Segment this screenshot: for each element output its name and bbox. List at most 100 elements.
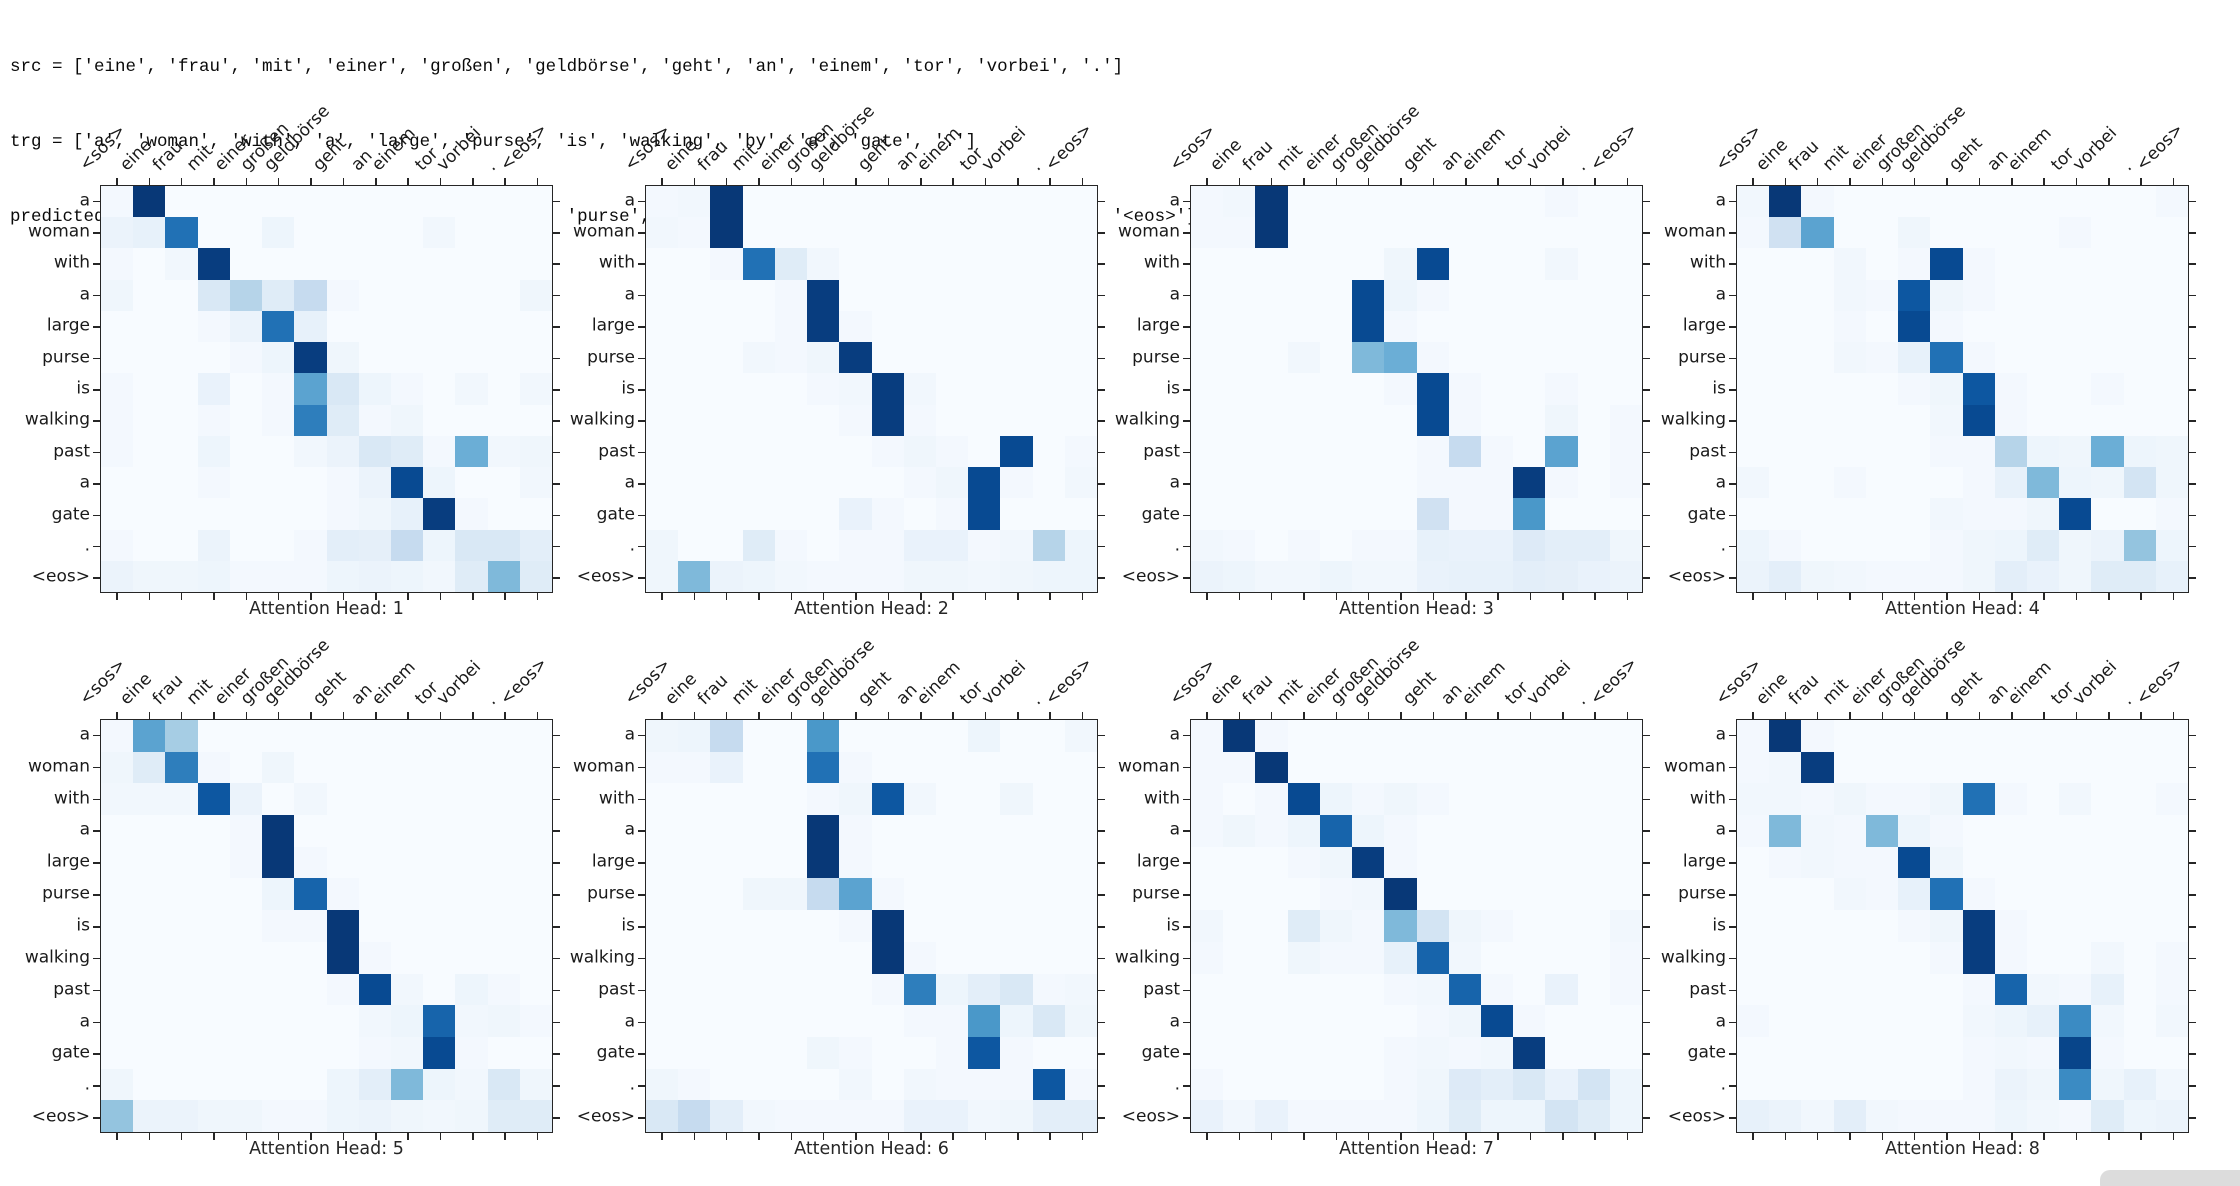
axis-tick <box>638 326 645 328</box>
heatmap-cell <box>133 1100 166 1132</box>
axis-tick <box>342 178 345 185</box>
x-tick-label: geht <box>1398 133 1441 175</box>
heatmap-cell <box>1032 910 1065 942</box>
heatmap-cell <box>455 310 488 343</box>
heatmap-cell <box>903 404 936 436</box>
heatmap-cell <box>1801 560 1834 592</box>
heatmap-cell <box>423 342 456 374</box>
heatmap-cell <box>2026 186 2060 218</box>
heatmap-cell <box>1609 941 1642 974</box>
heatmap-cell <box>1191 910 1224 942</box>
heatmap-cell <box>1223 720 1256 752</box>
heatmap-cell <box>1545 560 1578 592</box>
heatmap-cell <box>1898 720 1931 752</box>
axis-tick <box>116 593 118 600</box>
heatmap-cell <box>2155 498 2188 530</box>
heatmap-cell <box>101 720 134 752</box>
axis-tick <box>638 577 645 579</box>
heatmap-cell <box>1930 404 1963 436</box>
heatmap-cell <box>133 404 166 436</box>
scrollbar-thumb[interactable] <box>2100 1170 2240 1186</box>
heatmap-cell <box>742 973 775 1006</box>
heatmap-grid <box>1737 186 2188 592</box>
y-tick-label: with <box>598 788 635 809</box>
heatmap-cell <box>1801 310 1834 343</box>
heatmap-cell <box>935 720 969 752</box>
heatmap-cell <box>2059 279 2092 311</box>
axis-tick <box>638 294 645 297</box>
heatmap-cell <box>1223 373 1256 405</box>
axis-tick <box>1729 389 1736 391</box>
heatmap-cell <box>1032 467 1065 499</box>
heatmap-cell <box>678 342 711 374</box>
heatmap-cell <box>262 783 295 816</box>
heatmap-cell <box>1962 878 1995 911</box>
heatmap-cell <box>1448 846 1481 879</box>
x-tick-label: geht <box>308 667 351 709</box>
heatmap-cell <box>101 498 134 530</box>
heatmap-cell <box>1609 279 1642 311</box>
heatmap-cell <box>1737 910 1770 942</box>
heatmap-cell <box>646 941 679 974</box>
heatmap-cell <box>1064 560 1097 592</box>
heatmap-cell <box>262 217 295 249</box>
heatmap-cell <box>646 910 679 942</box>
heatmap-cell <box>1994 783 2027 816</box>
heatmap-cell <box>326 1100 359 1132</box>
heatmap-cell <box>1352 248 1385 280</box>
heatmap-cell <box>1865 279 1899 311</box>
heatmap-cell <box>358 342 391 374</box>
heatmap-cell <box>968 751 1001 784</box>
trg-tokens-line: trg = ['a', 'woman', 'with', 'a', 'large… <box>10 132 977 152</box>
axis-tick <box>725 712 728 719</box>
heatmap-cell <box>1513 435 1546 468</box>
axis-tick <box>1049 178 1051 185</box>
heatmap-cell <box>101 910 134 942</box>
heatmap-cell <box>1801 751 1834 784</box>
axis-tick <box>725 593 728 600</box>
axis-tick <box>553 420 560 422</box>
heatmap-cell <box>1577 815 1610 847</box>
axis-tick <box>245 712 248 719</box>
heatmap-cell <box>903 1100 936 1132</box>
heatmap-cell <box>455 560 488 592</box>
heatmap-cell <box>326 404 359 436</box>
heatmap-cell <box>1191 1036 1224 1069</box>
axis-tick <box>1367 178 1370 185</box>
axis-tick <box>638 357 645 360</box>
heatmap-cell <box>1448 310 1481 343</box>
heatmap-cell <box>519 910 552 942</box>
heatmap-cell <box>839 404 872 436</box>
axis-tick <box>2011 178 2013 185</box>
heatmap-cell <box>2155 783 2188 816</box>
axis-tick <box>1081 178 1084 185</box>
heatmap-cell <box>1737 815 1770 847</box>
axis-tick <box>1729 1053 1736 1055</box>
heatmap-cell <box>294 529 327 561</box>
heatmap-cell <box>2091 560 2124 592</box>
axis-tick <box>245 1133 248 1140</box>
heatmap-cell <box>229 973 263 1006</box>
heatmap-cell <box>1898 279 1931 311</box>
heatmap-cell <box>1032 217 1065 249</box>
heatmap-cell <box>2155 941 2188 974</box>
heatmap-cell <box>2026 467 2060 499</box>
heatmap-cell <box>1513 404 1546 436</box>
heatmap-cell <box>2091 404 2124 436</box>
axis-tick <box>213 178 215 185</box>
heatmap-cell <box>903 1036 936 1069</box>
heatmap-cell <box>101 373 134 405</box>
heatmap-cell <box>1898 973 1931 1006</box>
axis-tick <box>1098 830 1105 832</box>
heatmap-cell <box>1769 910 1802 942</box>
heatmap-cell <box>1930 720 1963 752</box>
heatmap-cell <box>1865 310 1899 343</box>
axis-tick <box>1017 1133 1019 1140</box>
heatmap-cell <box>2059 529 2092 561</box>
heatmap-cell <box>1930 751 1963 784</box>
heatmap-cell <box>1255 560 1288 592</box>
heatmap-cell <box>1962 941 1995 974</box>
heatmap-cell <box>1545 435 1578 468</box>
heatmap-cell <box>1384 815 1417 847</box>
heatmap-cell <box>1032 878 1065 911</box>
